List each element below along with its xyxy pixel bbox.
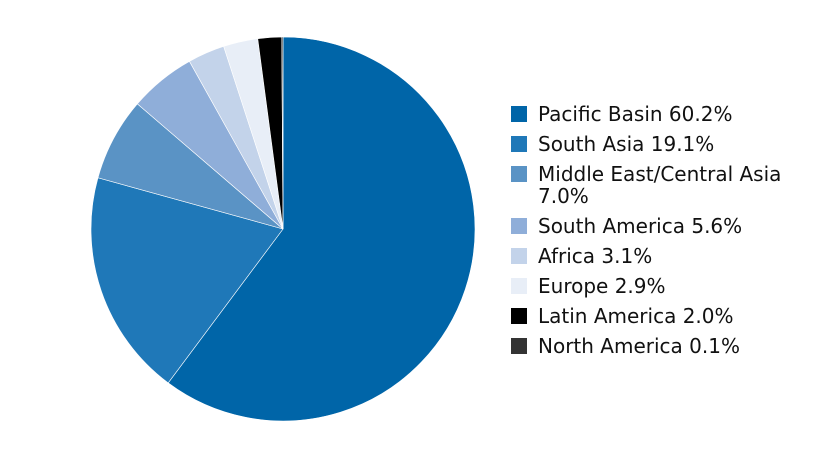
legend-swatch (511, 308, 527, 324)
legend-item: North America 0.1% (511, 335, 831, 357)
legend-item: Latin America 2.0% (511, 305, 831, 327)
legend-swatch (511, 136, 527, 152)
legend-label: Africa 3.1% (538, 244, 653, 268)
legend-swatch (511, 248, 527, 264)
legend-item: South America 5.6% (511, 215, 831, 237)
legend-label: Middle East/Central Asia 7.0% (538, 162, 782, 208)
legend-label: Pacific Basin 60.2% (538, 102, 733, 126)
legend-swatch (511, 338, 527, 354)
legend-item: Middle East/Central Asia 7.0% (511, 163, 831, 207)
legend-label: Europe 2.9% (538, 274, 666, 298)
legend-item: South Asia 19.1% (511, 133, 831, 155)
legend-swatch (511, 278, 527, 294)
legend-swatch (511, 218, 527, 234)
legend-item: Europe 2.9% (511, 275, 831, 297)
pie-slice-south-asia (90, 177, 284, 384)
pie-slice-north-america (281, 36, 284, 230)
legend-swatch (511, 106, 527, 122)
legend-label: South America 5.6% (538, 214, 743, 238)
legend-item: Pacific Basin 60.2% (511, 103, 831, 125)
legend: Pacific Basin 60.2% South Asia 19.1% Middl… (511, 103, 831, 365)
legend-swatch (511, 166, 527, 182)
pie-chart (90, 36, 476, 422)
legend-item: Africa 3.1% (511, 245, 831, 267)
legend-label: Latin America 2.0% (538, 304, 734, 328)
legend-label: North America 0.1% (538, 334, 740, 358)
pie-slice-pacific-basin (167, 36, 476, 422)
legend-label: South Asia 19.1% (538, 132, 715, 156)
